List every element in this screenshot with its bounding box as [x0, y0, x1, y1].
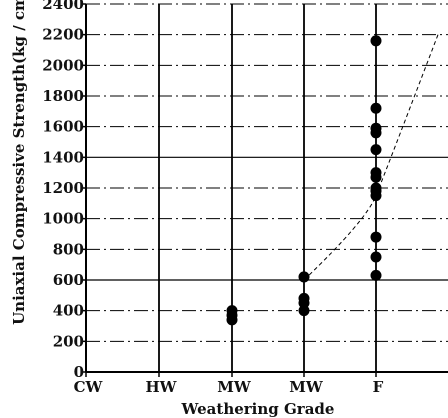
data-points	[226, 35, 382, 326]
axes	[82, 3, 448, 377]
y-tick-label: 200	[53, 332, 84, 350]
x-axis-title: Weathering Grade	[181, 400, 335, 418]
x-tick-label: CW	[74, 378, 104, 396]
x-tick-label: F	[373, 378, 384, 396]
x-tick-label: MW	[289, 378, 324, 396]
y-tick-label: 1600	[42, 118, 84, 136]
grid	[86, 3, 448, 372]
y-axis-title: Uniaxial Compressive Strength(kg / cm	[10, 0, 28, 325]
y-tick-label: 800	[53, 240, 84, 258]
y-tick-label: 1000	[42, 210, 84, 228]
data-point	[370, 122, 382, 134]
y-tick-label: 600	[53, 271, 84, 289]
data-point	[370, 182, 382, 194]
x-tick-label: HW	[145, 378, 177, 396]
data-point	[370, 35, 382, 47]
data-point	[298, 297, 310, 309]
y-tick-label: 1800	[42, 87, 84, 105]
data-point	[370, 231, 382, 243]
data-point	[370, 102, 382, 114]
y-tick-label: 2400	[42, 0, 84, 13]
data-point	[370, 167, 382, 179]
data-point	[370, 251, 382, 263]
y-tick-label: 0	[74, 363, 84, 381]
y-tick-label: 2200	[42, 26, 84, 44]
data-point	[298, 271, 310, 283]
data-point	[370, 144, 382, 156]
data-point	[370, 269, 382, 281]
y-tick-label: 400	[53, 302, 84, 320]
y-tick-label: 2000	[42, 56, 84, 74]
y-tick-label: 1400	[42, 148, 84, 166]
data-point	[226, 314, 238, 326]
data-point	[298, 305, 310, 317]
y-tick-labels: 0 200 400 600 800 1000 1200 1400 1600 1800 2000 220…	[42, 0, 84, 381]
x-tick-labels: CW HW MW MW F	[74, 378, 384, 396]
y-tick-label: 1200	[42, 179, 84, 197]
x-tick-label: MW	[217, 378, 252, 396]
